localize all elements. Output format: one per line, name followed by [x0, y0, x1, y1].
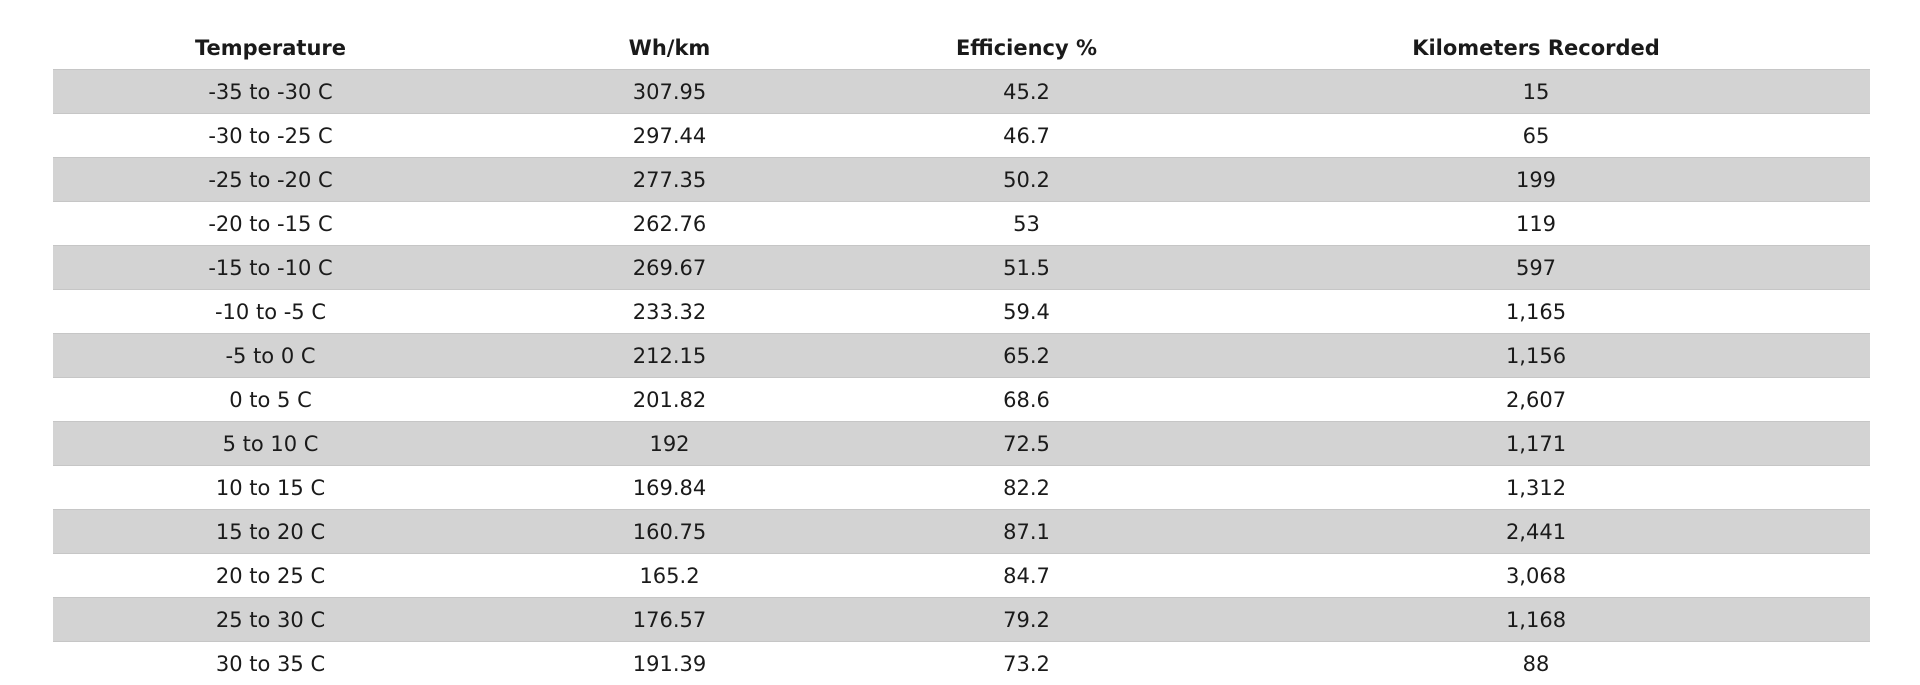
- cell-efficiency: 59.4: [851, 289, 1202, 334]
- cell-temperature: -30 to -25 C: [53, 113, 488, 158]
- cell-wh-per-km: 262.76: [488, 201, 851, 246]
- cell-kilometers: 597: [1202, 245, 1870, 290]
- header-wh-per-km: Wh/km: [628, 35, 711, 60]
- header-kilometers-recorded: Kilometers Recorded: [1412, 35, 1660, 60]
- cell-wh-per-km: 297.44: [488, 113, 851, 158]
- cell-kilometers: 65: [1202, 113, 1870, 158]
- cell-wh-per-km: 165.2: [488, 553, 851, 598]
- cell-kilometers: 1,312: [1202, 465, 1870, 510]
- cell-efficiency: 72.5: [851, 421, 1202, 466]
- table-row: 15 to 20 C 160.75 87.1 2,441: [53, 509, 1870, 554]
- cell-efficiency: 73.2: [851, 641, 1202, 685]
- cell-kilometers: 1,168: [1202, 597, 1870, 642]
- table-body: -35 to -30 C 307.95 45.2 15 -30 to -25 C…: [53, 69, 1870, 685]
- cell-kilometers: 2,441: [1202, 509, 1870, 554]
- cell-wh-per-km: 169.84: [488, 465, 851, 510]
- cell-efficiency: 53: [851, 201, 1202, 246]
- cell-kilometers: 199: [1202, 157, 1870, 202]
- cell-efficiency: 82.2: [851, 465, 1202, 510]
- cell-efficiency: 51.5: [851, 245, 1202, 290]
- table-row: 0 to 5 C 201.82 68.6 2,607: [53, 377, 1870, 422]
- cell-temperature: 25 to 30 C: [53, 597, 488, 642]
- cell-kilometers: 88: [1202, 641, 1870, 685]
- header-temperature: Temperature: [194, 35, 347, 60]
- cell-wh-per-km: 191.39: [488, 641, 851, 685]
- cell-wh-per-km: 160.75: [488, 509, 851, 554]
- cell-temperature: 5 to 10 C: [53, 421, 488, 466]
- cell-kilometers: 2,607: [1202, 377, 1870, 422]
- cell-wh-per-km: 201.82: [488, 377, 851, 422]
- header-efficiency: Efficiency %: [955, 35, 1098, 60]
- table-row: -25 to -20 C 277.35 50.2 199: [53, 157, 1870, 202]
- cell-kilometers: 1,171: [1202, 421, 1870, 466]
- cell-wh-per-km: 192: [488, 421, 851, 466]
- cell-wh-per-km: 233.32: [488, 289, 851, 334]
- cell-efficiency: 65.2: [851, 333, 1202, 378]
- cell-kilometers: 1,156: [1202, 333, 1870, 378]
- table-row: 30 to 35 C 191.39 73.2 88: [53, 641, 1870, 685]
- table-row: 10 to 15 C 169.84 82.2 1,312: [53, 465, 1870, 510]
- cell-efficiency: 68.6: [851, 377, 1202, 422]
- cell-efficiency: 50.2: [851, 157, 1202, 202]
- cell-efficiency: 46.7: [851, 113, 1202, 158]
- cell-temperature: -20 to -15 C: [53, 201, 488, 246]
- table-row: -35 to -30 C 307.95 45.2 15: [53, 69, 1870, 114]
- cell-kilometers: 119: [1202, 201, 1870, 246]
- efficiency-table-container: Temperature Wh/km Efficiency % Kilometer…: [53, 26, 1870, 685]
- table-header: Temperature Wh/km Efficiency % Kilometer…: [53, 26, 1870, 70]
- cell-efficiency: 45.2: [851, 69, 1202, 114]
- cell-kilometers: 15: [1202, 69, 1870, 114]
- cell-temperature: -25 to -20 C: [53, 157, 488, 202]
- table-row: -5 to 0 C 212.15 65.2 1,156: [53, 333, 1870, 378]
- cell-temperature: -15 to -10 C: [53, 245, 488, 290]
- cell-temperature: -5 to 0 C: [53, 333, 488, 378]
- cell-wh-per-km: 307.95: [488, 69, 851, 114]
- table-row: 25 to 30 C 176.57 79.2 1,168: [53, 597, 1870, 642]
- cell-temperature: -35 to -30 C: [53, 69, 488, 114]
- header-row: Temperature Wh/km Efficiency % Kilometer…: [53, 26, 1870, 70]
- cell-temperature: 10 to 15 C: [53, 465, 488, 510]
- cell-temperature: -10 to -5 C: [53, 289, 488, 334]
- cell-wh-per-km: 176.57: [488, 597, 851, 642]
- cell-wh-per-km: 212.15: [488, 333, 851, 378]
- table-row: 5 to 10 C 192 72.5 1,171: [53, 421, 1870, 466]
- cell-kilometers: 1,165: [1202, 289, 1870, 334]
- table-row: -10 to -5 C 233.32 59.4 1,165: [53, 289, 1870, 334]
- cell-kilometers: 3,068: [1202, 553, 1870, 598]
- cell-temperature: 20 to 25 C: [53, 553, 488, 598]
- cell-efficiency: 84.7: [851, 553, 1202, 598]
- table-row: -15 to -10 C 269.67 51.5 597: [53, 245, 1870, 290]
- table-row: -30 to -25 C 297.44 46.7 65: [53, 113, 1870, 158]
- cell-wh-per-km: 277.35: [488, 157, 851, 202]
- table-row: 20 to 25 C 165.2 84.7 3,068: [53, 553, 1870, 598]
- cell-temperature: 0 to 5 C: [53, 377, 488, 422]
- cell-temperature: 30 to 35 C: [53, 641, 488, 685]
- cell-efficiency: 87.1: [851, 509, 1202, 554]
- table-row: -20 to -15 C 262.76 53 119: [53, 201, 1870, 246]
- cell-wh-per-km: 269.67: [488, 245, 851, 290]
- cell-temperature: 15 to 20 C: [53, 509, 488, 554]
- efficiency-table: Temperature Wh/km Efficiency % Kilometer…: [53, 26, 1870, 685]
- cell-efficiency: 79.2: [851, 597, 1202, 642]
